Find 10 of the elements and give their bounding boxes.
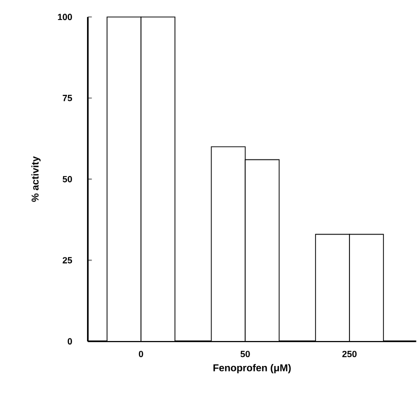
y-tick-label: 75 [62, 94, 72, 102]
x-tick-label: 50 [240, 350, 250, 358]
y-axis-title: % activity [31, 156, 41, 202]
x-tick-label: 0 [138, 350, 144, 358]
y-tick-label: 25 [62, 256, 72, 264]
x-axis-title: Fenoprofen (μM) [213, 364, 291, 374]
y-tick-label: 100 [58, 14, 72, 20]
x-tick-label: 250 [342, 350, 357, 358]
y-tick-label: 50 [62, 176, 72, 182]
y-tick-label: 0 [68, 338, 72, 344]
